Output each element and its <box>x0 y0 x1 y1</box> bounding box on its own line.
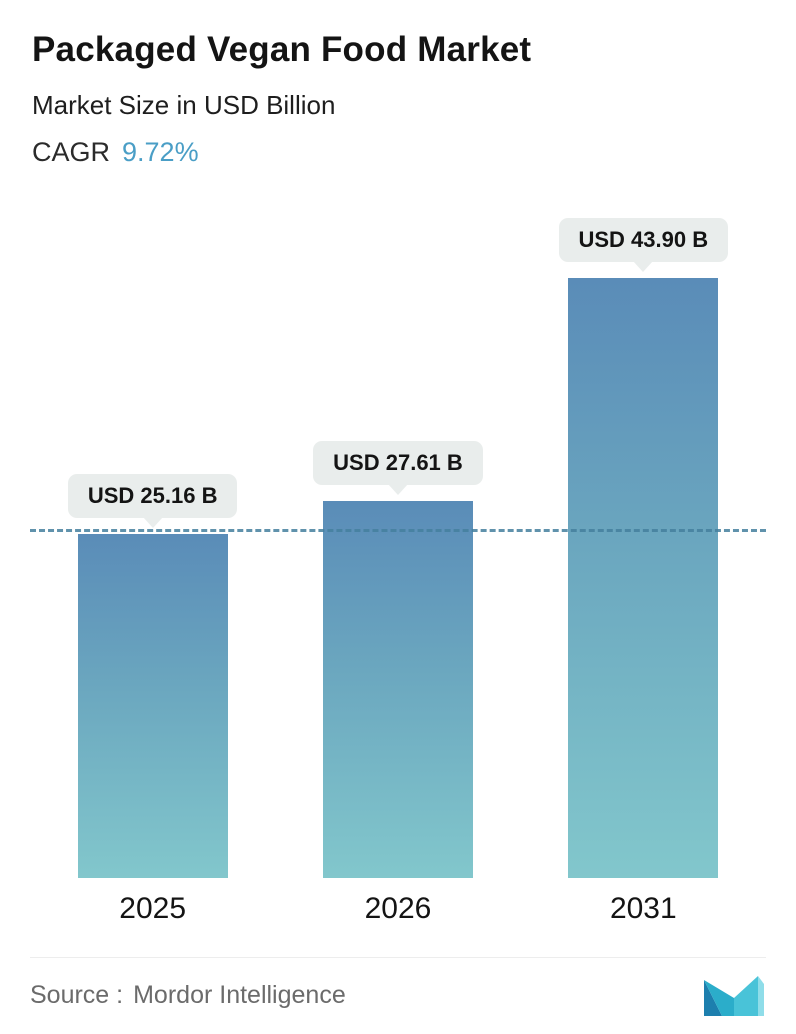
source-line: Source : Mordor Intelligence <box>30 981 346 1010</box>
value-label-2031: USD 43.90 B <box>558 218 729 272</box>
bars-container: USD 25.16 B USD 27.61 B USD 43.90 B <box>30 178 766 878</box>
bar-group-2026: USD 27.61 B <box>275 441 520 878</box>
value-label-2026: USD 27.61 B <box>313 441 483 495</box>
value-label-text: USD 27.61 B <box>333 450 463 475</box>
pill-pointer-icon <box>387 484 408 495</box>
bar-2025 <box>77 534 228 878</box>
x-axis-labels: 2025 2026 2031 <box>30 892 766 926</box>
page-title: Packaged Vegan Food Market <box>32 30 532 69</box>
bar-chart: USD 25.16 B USD 27.61 B USD 43.90 B <box>30 178 766 878</box>
cagr-value: 9.72% <box>122 137 199 167</box>
bar-group-2031: USD 43.90 B <box>521 218 766 878</box>
reference-dashed-line <box>30 529 766 532</box>
pill-pointer-icon <box>142 517 163 528</box>
mordor-intelligence-logo <box>704 976 764 1016</box>
x-label-2025: 2025 <box>119 892 187 925</box>
x-label-2031: 2031 <box>609 892 677 925</box>
bar-2031 <box>568 278 719 878</box>
bar-group-2025: USD 25.16 B <box>30 474 275 878</box>
source-label: Source : <box>30 980 124 1009</box>
value-label-text: USD 25.16 B <box>87 483 218 508</box>
source-value: Mordor Intelligence <box>133 980 346 1009</box>
cagr-row: CAGR 9.72% <box>32 137 766 168</box>
pill-pointer-icon <box>633 261 654 272</box>
footer: Source : Mordor Intelligence <box>30 957 766 1016</box>
value-label-2025: USD 25.16 B <box>67 474 238 528</box>
bar-2026 <box>322 501 473 878</box>
cagr-label: CAGR <box>32 137 111 167</box>
value-label-text: USD 43.90 B <box>578 227 709 252</box>
x-label-2026: 2026 <box>364 892 432 925</box>
chart-subtitle: Market Size in USD Billion <box>32 90 336 120</box>
